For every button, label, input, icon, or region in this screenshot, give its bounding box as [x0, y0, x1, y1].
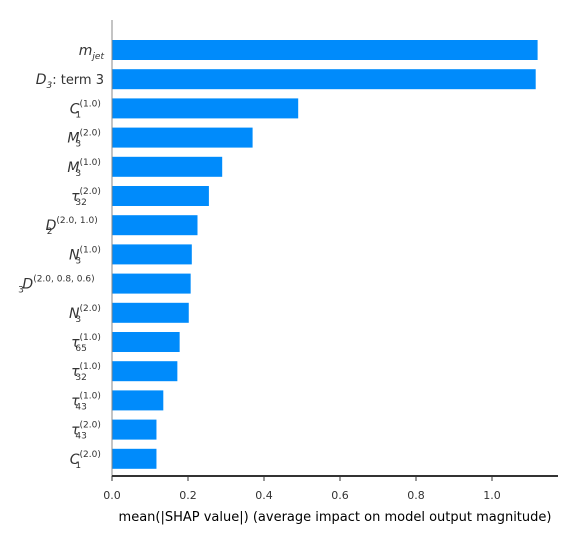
y-tick-label: C(2.0) 1 — [70, 450, 104, 471]
bar — [112, 98, 299, 119]
bars — [112, 40, 538, 469]
y-tick-label: τ(1.0) 65 — [71, 333, 104, 354]
x-tick-label: 0.0 — [103, 489, 121, 502]
x-axis-label: mean(|SHAP value|) (average impact on mo… — [119, 510, 552, 525]
y-tick-label: M(1.0) 3 — [67, 158, 104, 179]
bar — [112, 156, 223, 177]
x-tick-label: 0.8 — [407, 489, 425, 502]
y-tick-label: mjet — [79, 43, 105, 62]
x-ticks: 0.0 0.2 0.4 0.6 0.8 1.0 — [103, 476, 501, 502]
y-tick-label: D(2.0, 1.0) 2 — [46, 216, 104, 237]
y-tick-label: C(1.0) 1 — [70, 99, 104, 120]
bar — [112, 244, 192, 265]
x-tick-label: 0.4 — [255, 489, 273, 502]
bar — [112, 448, 157, 469]
x-tick-label: 0.2 — [179, 489, 197, 502]
x-tick-label: 1.0 — [483, 489, 501, 502]
bar — [112, 273, 191, 294]
bar — [112, 186, 209, 206]
y-tick-label: τ(2.0) 32 — [71, 187, 104, 208]
bar — [112, 332, 180, 352]
y-tick-label: N(1.0) 3 — [69, 245, 104, 266]
bar — [112, 40, 538, 60]
x-tick-label: 0.6 — [331, 489, 349, 502]
y-tick-label: τ(1.0) 32 — [71, 362, 104, 383]
bar — [112, 390, 164, 411]
bar — [112, 127, 253, 148]
bar — [112, 215, 198, 236]
y-tick-label: D3: term 3 — [36, 72, 104, 91]
bar — [112, 69, 536, 90]
y-tick-label: M(2.0) 3 — [67, 129, 104, 150]
bar — [112, 361, 178, 382]
bar — [112, 419, 157, 440]
y-tick-label: D(2.0, 0.8, 0.6) 3 — [18, 275, 104, 296]
y-labels: mjet D3: term 3 C(1.0) 1 M(2.0) 3 M(1.0) 3 τ(… — [18, 43, 104, 471]
y-tick-label: τ(1.0) 43 — [71, 391, 104, 412]
bar — [112, 302, 189, 323]
y-tick-label: τ(2.0) 43 — [71, 421, 104, 442]
y-tick-label: N(2.0) 3 — [69, 304, 104, 325]
